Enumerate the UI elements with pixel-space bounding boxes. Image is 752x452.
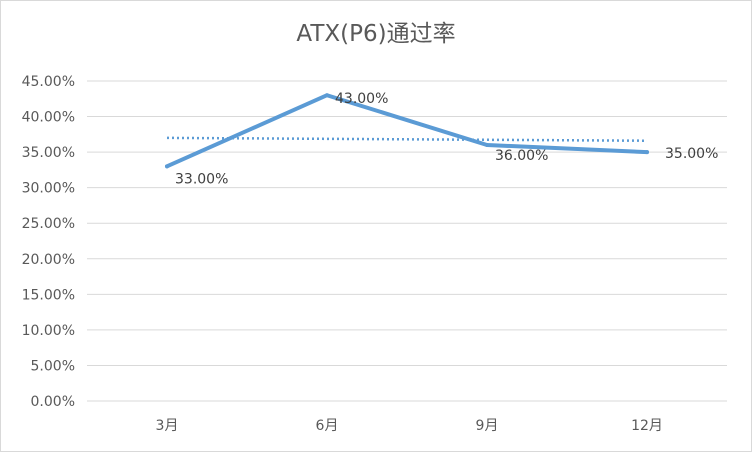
y-tick-label: 20.00% bbox=[22, 252, 75, 268]
y-tick-label: 40.00% bbox=[22, 110, 75, 126]
data-label: 35.00% bbox=[665, 146, 718, 162]
x-tick-label: 9月 bbox=[476, 418, 499, 434]
y-tick-label: 15.00% bbox=[22, 287, 75, 303]
data-label: 43.00% bbox=[335, 91, 388, 107]
y-tick-label: 10.00% bbox=[22, 323, 75, 339]
data-label: 36.00% bbox=[495, 148, 548, 164]
y-tick-label: 5.00% bbox=[31, 358, 75, 374]
data-point bbox=[645, 150, 649, 155]
y-tick-label: 35.00% bbox=[22, 145, 75, 161]
data-label: 33.00% bbox=[175, 171, 228, 187]
series-line bbox=[165, 93, 649, 169]
data-point bbox=[325, 93, 329, 98]
chart-title: ATX(P6)通过率 bbox=[296, 21, 456, 47]
data-point bbox=[485, 143, 489, 147]
y-tick-label: 30.00% bbox=[22, 181, 75, 197]
y-tick-label: 0.00% bbox=[31, 394, 75, 410]
x-tick-label: 6月 bbox=[316, 418, 339, 434]
x-tick-label: 3月 bbox=[156, 418, 179, 434]
y-tick-label: 45.00% bbox=[22, 74, 75, 90]
y-tick-label: 25.00% bbox=[22, 216, 75, 232]
data-point bbox=[165, 164, 169, 169]
trendline bbox=[166, 136, 648, 142]
x-tick-label: 12月 bbox=[631, 418, 663, 434]
